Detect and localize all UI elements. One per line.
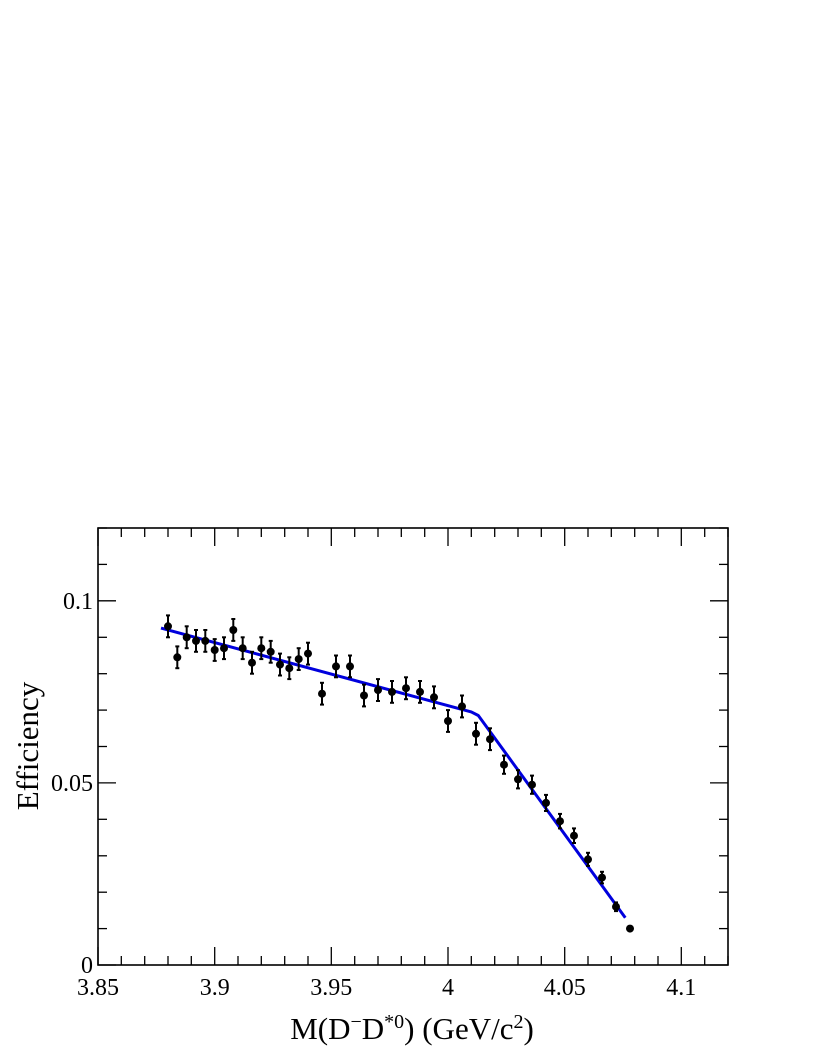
- data-point: [266, 647, 275, 656]
- data-point: [472, 729, 480, 738]
- data-point: [430, 693, 438, 702]
- tick-labels: 3.85 3.9 3.95 4 4.05 4.1 0 0.05 0.1: [51, 589, 696, 1001]
- y-tick-label: 0: [81, 953, 93, 979]
- x-tick-label: 4: [442, 975, 454, 1001]
- data-point: [238, 644, 247, 653]
- data-point: [626, 924, 634, 933]
- data-point: [332, 662, 340, 671]
- y-tick-label: 0.1: [63, 589, 93, 615]
- x-tick-label: 4.1: [666, 975, 696, 1001]
- data-point: [164, 622, 172, 631]
- data-point: [257, 644, 266, 653]
- data-point: [542, 798, 550, 807]
- data-point: [416, 687, 424, 696]
- y-axis-title: Efficiency: [10, 681, 45, 810]
- data-point: [318, 689, 326, 698]
- data-point: [500, 760, 508, 769]
- data-point: [294, 655, 303, 664]
- data-point: [201, 636, 210, 645]
- data-point: [486, 735, 494, 744]
- data-point: [192, 636, 200, 645]
- data-point: [570, 831, 578, 840]
- data-point: [360, 691, 368, 700]
- data-point: [444, 717, 452, 725]
- x-tick-label: 3.95: [310, 975, 352, 1001]
- data-points: [164, 614, 634, 933]
- x-tick-label: 4.05: [544, 975, 586, 1001]
- data-point: [458, 702, 466, 711]
- data-point: [220, 644, 228, 653]
- data-point: [402, 684, 410, 693]
- data-point: [285, 664, 294, 673]
- plot-frame: [97, 527, 729, 966]
- axis-ticks: [97, 527, 729, 966]
- data-point: [612, 902, 620, 911]
- data-point: [276, 660, 284, 669]
- x-tick-label: 3.9: [200, 975, 230, 1001]
- data-point: [173, 653, 182, 662]
- data-point: [248, 658, 256, 667]
- data-point: [556, 817, 564, 826]
- data-point: [598, 873, 606, 882]
- data-point: [374, 686, 382, 695]
- data-point: [304, 649, 312, 658]
- data-point: [210, 646, 219, 654]
- data-point: [514, 775, 522, 784]
- data-point: [346, 662, 354, 671]
- x-axis-title: M(D−D*0) (GeV/c2): [290, 1011, 534, 1046]
- data-point: [229, 626, 238, 634]
- fit-line: [160, 626, 627, 919]
- data-point: [584, 855, 592, 864]
- x-tick-label: 3.85: [77, 975, 119, 1001]
- data-point: [182, 633, 191, 642]
- y-tick-label: 0.05: [51, 771, 93, 797]
- data-point: [388, 687, 396, 696]
- data-point: [528, 780, 536, 789]
